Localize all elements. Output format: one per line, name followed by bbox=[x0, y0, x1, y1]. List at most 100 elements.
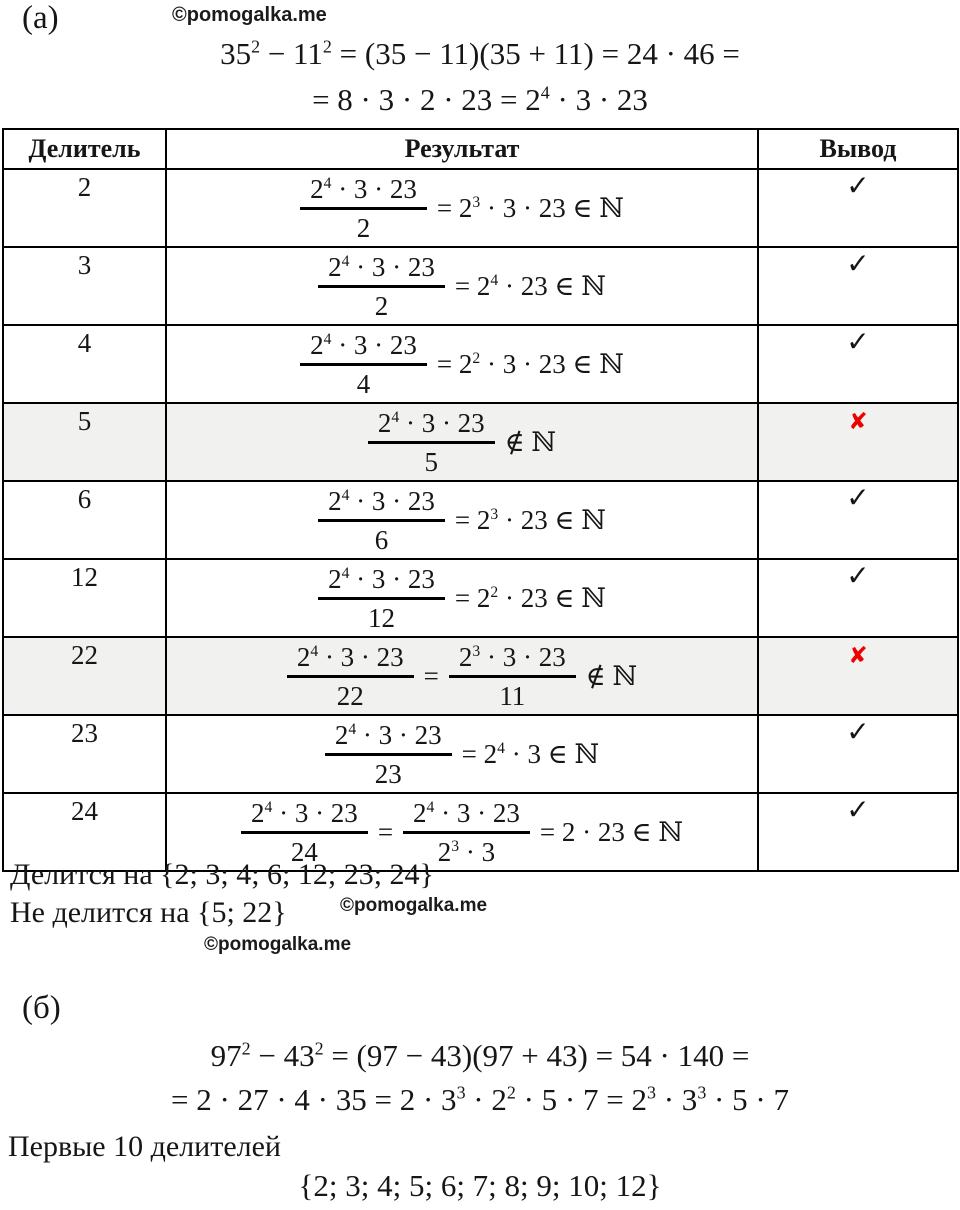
result-cell: 24 · 3 · 23 24 = 24 · 3 · 23 23 · 3 = 2 · … bbox=[165, 792, 759, 872]
fraction: 24 · 3 · 23 23 · 3 bbox=[403, 797, 530, 867]
fraction-numerator: 24 · 3 · 23 bbox=[413, 797, 520, 828]
fraction-denominator: 23 bbox=[324, 753, 452, 789]
fraction-numerator: 24 · 3 · 23 bbox=[334, 719, 442, 750]
table-row-divisor-2: 2 24 · 3 · 23 2 = 23 · 3 · 23 ∈ ℕ ✓ bbox=[2, 168, 959, 248]
watermark-middle-2: ©pomogalka.me bbox=[204, 934, 352, 955]
check-icon: ✓ bbox=[846, 483, 870, 514]
part-a-equation-line1: 352 − 112 = (35 − 11)(35 + 11) = 24 · 46… bbox=[220, 36, 740, 71]
fraction: 24 · 3 · 23 6 bbox=[318, 485, 445, 555]
result-cell: 24 · 3 · 23 5 ∉ ℕ bbox=[165, 402, 759, 482]
table-row-divisor-6: 6 24 · 3 · 23 6 = 23 · 23 ∈ ℕ ✓ bbox=[2, 480, 959, 560]
fraction: 24 · 3 · 23 2 bbox=[300, 173, 427, 243]
result-cell: 24 · 3 · 23 23 = 24 · 3 ∈ ℕ bbox=[165, 714, 759, 794]
verdict-cell: ✓ bbox=[757, 480, 959, 560]
divisor-value: 22 bbox=[2, 636, 167, 716]
fraction-numerator: 23 · 3 · 23 bbox=[458, 641, 566, 672]
result-expression: = 22 · 3 · 23 ∈ ℕ bbox=[436, 348, 624, 379]
result-expression: = 23 · 3 · 23 ∈ ℕ bbox=[436, 192, 624, 223]
table-row-divisor-23: 23 24 · 3 · 23 23 = 24 · 3 ∈ ℕ ✓ bbox=[2, 714, 959, 794]
verdict-cell: ✓ bbox=[757, 558, 959, 638]
divisor-value: 12 bbox=[2, 558, 167, 638]
check-icon: ✓ bbox=[846, 717, 870, 748]
table-row-divisor-4: 4 24 · 3 · 23 4 = 22 · 3 · 23 ∈ ℕ ✓ bbox=[2, 324, 959, 404]
result-cell: 24 · 3 · 23 12 = 22 · 23 ∈ ℕ bbox=[165, 558, 759, 638]
table-row-divisor-12: 12 24 · 3 · 23 12 = 22 · 23 ∈ ℕ ✓ bbox=[2, 558, 959, 638]
not-divides-summary: Не делится на {5; 22} bbox=[10, 896, 287, 929]
result-expression: ∉ ℕ bbox=[504, 426, 557, 457]
fraction-denominator: 4 bbox=[300, 363, 427, 399]
check-icon: ✓ bbox=[846, 327, 870, 358]
cross-icon: ✘ bbox=[848, 409, 868, 435]
check-icon: ✓ bbox=[846, 249, 870, 280]
divisor-value: 3 bbox=[2, 246, 167, 326]
fraction-numerator: 24 · 3 · 23 bbox=[310, 173, 417, 204]
result-cell: 24 · 3 · 23 4 = 22 · 3 · 23 ∈ ℕ bbox=[165, 324, 759, 404]
verdict-cell: ✓ bbox=[757, 168, 959, 248]
fraction-numerator: 24 · 3 · 23 bbox=[377, 407, 485, 438]
first-divisors-label: Первые 10 делителей bbox=[8, 1130, 281, 1163]
fraction: 24 · 3 · 23 22 bbox=[286, 641, 414, 711]
fraction-numerator: 24 · 3 · 23 bbox=[296, 641, 404, 672]
result-expression: = 22 · 23 ∈ ℕ bbox=[454, 582, 606, 613]
part-b-equation-line1: 972 − 432 = (97 − 43)(97 + 43) = 54 · 14… bbox=[210, 1038, 750, 1073]
divisor-value: 4 bbox=[2, 324, 167, 404]
fraction-denominator: 24 bbox=[241, 831, 368, 867]
divisor-value: 6 bbox=[2, 480, 167, 560]
watermark-middle-1: ©pomogalka.me bbox=[340, 895, 488, 916]
part-b-label: (б) bbox=[22, 990, 61, 1026]
fraction-denominator: 5 bbox=[367, 441, 495, 477]
header-result: Результат bbox=[165, 128, 759, 170]
check-icon: ✓ bbox=[846, 561, 870, 592]
table-row-divisor-5: 5 24 · 3 · 23 5 ∉ ℕ ✘ bbox=[2, 402, 959, 482]
divisor-value: 23 bbox=[2, 714, 167, 794]
fraction-numerator: 24 · 3 · 23 bbox=[251, 797, 358, 828]
fraction: 24 · 3 · 23 5 bbox=[367, 407, 495, 477]
equals-sign: = bbox=[377, 816, 394, 847]
result-expression: = 24 · 3 ∈ ℕ bbox=[461, 738, 600, 769]
result-expression: = 23 · 23 ∈ ℕ bbox=[454, 504, 606, 535]
table-header-row: Делитель Результат Вывод bbox=[2, 128, 959, 170]
part-b-equation-line2: = 2 · 27 · 4 · 35 = 2 · 33 · 22 · 5 · 7 … bbox=[171, 1082, 789, 1117]
header-divisor: Делитель bbox=[2, 128, 167, 170]
fraction-numerator: 24 · 3 · 23 bbox=[328, 251, 435, 282]
fraction-denominator: 2 bbox=[318, 285, 445, 321]
fraction: 24 · 3 · 23 23 bbox=[324, 719, 452, 789]
verdict-cell: ✘ bbox=[757, 402, 959, 482]
divisibility-table: Делитель Результат Вывод 2 24 · 3 · 23 2 … bbox=[2, 128, 959, 872]
table-row-divisor-24: 24 24 · 3 · 23 24 = 24 · 3 · 23 23 · 3 = 2… bbox=[2, 792, 959, 872]
part-a-label: (а) bbox=[22, 0, 59, 36]
fraction: 24 · 3 · 23 2 bbox=[318, 251, 445, 321]
table-row-divisor-3: 3 24 · 3 · 23 2 = 24 · 23 ∈ ℕ ✓ bbox=[2, 246, 959, 326]
fraction-denominator: 23 · 3 bbox=[403, 831, 530, 867]
verdict-cell: ✘ bbox=[757, 636, 959, 716]
fraction-numerator: 24 · 3 · 23 bbox=[310, 329, 417, 360]
fraction-denominator: 22 bbox=[286, 675, 414, 711]
cross-icon: ✘ bbox=[848, 643, 868, 669]
fraction: 24 · 3 · 23 4 bbox=[300, 329, 427, 399]
fraction: 24 · 3 · 23 12 bbox=[318, 563, 445, 633]
first-divisors-set: {2; 3; 4; 5; 6; 7; 8; 9; 10; 12} bbox=[298, 1168, 662, 1203]
fraction: 24 · 3 · 23 24 bbox=[241, 797, 368, 867]
header-conclusion: Вывод bbox=[757, 128, 959, 170]
watermark-top: ©pomogalka.me bbox=[172, 4, 327, 26]
fraction-numerator: 24 · 3 · 23 bbox=[328, 485, 435, 516]
verdict-cell: ✓ bbox=[757, 714, 959, 794]
part-a-equation-line2: = 8 · 3 · 2 · 23 = 24 · 3 · 23 bbox=[312, 82, 648, 117]
fraction-denominator: 2 bbox=[300, 207, 427, 243]
divisor-value: 2 bbox=[2, 168, 167, 248]
divisor-value: 5 bbox=[2, 402, 167, 482]
check-icon: ✓ bbox=[846, 795, 870, 826]
fraction-numerator: 24 · 3 · 23 bbox=[328, 563, 435, 594]
result-cell: 24 · 3 · 23 2 = 23 · 3 · 23 ∈ ℕ bbox=[165, 168, 759, 248]
fraction-denominator: 6 bbox=[318, 519, 445, 555]
divisor-value: 24 bbox=[2, 792, 167, 872]
verdict-cell: ✓ bbox=[757, 792, 959, 872]
result-cell: 24 · 3 · 23 6 = 23 · 23 ∈ ℕ bbox=[165, 480, 759, 560]
divides-summary: Делится на {2; 3; 4; 6; 12; 23; 24} bbox=[10, 858, 434, 891]
result-expression: ∉ ℕ bbox=[585, 660, 638, 691]
fraction-denominator: 12 bbox=[318, 597, 445, 633]
result-expression: = 2 · 23 ∈ ℕ bbox=[539, 816, 683, 847]
result-expression: = 24 · 23 ∈ ℕ bbox=[454, 270, 606, 301]
verdict-cell: ✓ bbox=[757, 324, 959, 404]
